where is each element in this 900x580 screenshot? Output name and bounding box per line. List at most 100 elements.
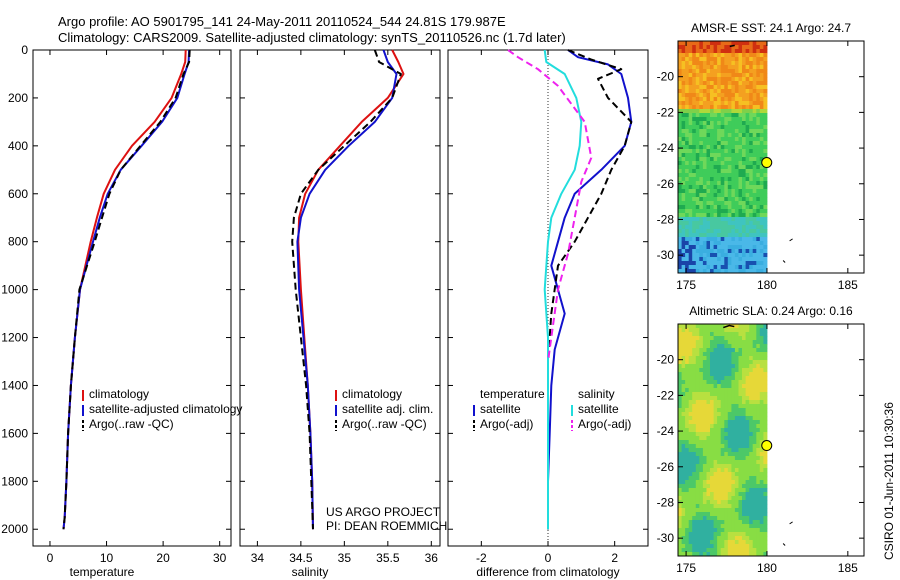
map-cell: [742, 157, 746, 162]
map-cell: [710, 233, 714, 238]
map-cell: [749, 45, 754, 50]
map-cell: [706, 45, 711, 50]
map-cell: [713, 205, 718, 210]
map-cell: [749, 412, 754, 417]
map-cell: [724, 145, 729, 150]
map-cell: [717, 81, 722, 86]
map-cell: [756, 492, 761, 497]
map-cell: [706, 484, 711, 489]
map-cell: [724, 356, 729, 361]
map-cell: [720, 113, 725, 118]
map-cell: [699, 516, 704, 521]
map-cell: [731, 528, 736, 533]
map-cell: [738, 468, 743, 473]
map-cell: [713, 265, 718, 270]
map-cell: [727, 492, 732, 497]
map-cell: [745, 360, 750, 365]
map-cell: [685, 165, 690, 170]
map-cell: [702, 257, 707, 262]
map-cell: [685, 141, 690, 146]
map-cell: [734, 137, 739, 142]
map-cell: [688, 65, 693, 70]
map-cell: [727, 149, 732, 154]
map-cell: [681, 416, 686, 421]
map-cell: [734, 388, 739, 393]
map-cell: [738, 189, 743, 194]
map-cell: [713, 492, 718, 497]
map-cell: [713, 81, 718, 86]
x-tick-label: 0: [545, 551, 552, 565]
map-cell: [695, 53, 700, 58]
map-cell: [742, 420, 746, 425]
map-cell: [692, 81, 697, 86]
series-line: [62, 49, 191, 530]
map-cell: [745, 460, 750, 465]
map-cell: [702, 416, 707, 421]
map-cell: [727, 97, 732, 102]
map-cell: [759, 181, 764, 186]
map-cell: [699, 253, 704, 258]
map-cell: [724, 133, 729, 138]
map-cell: [752, 65, 757, 70]
map-cell: [695, 532, 700, 537]
map-cell: [681, 49, 686, 54]
map-cell: [763, 408, 768, 413]
map-cell: [724, 117, 729, 122]
map-cell: [717, 141, 722, 146]
map-cell: [695, 488, 700, 493]
map-cell: [710, 516, 714, 521]
map-cell: [699, 113, 704, 118]
map-cell: [731, 97, 736, 102]
map-cell: [688, 552, 693, 557]
map-cell: [756, 161, 761, 166]
map-cell: [752, 512, 757, 517]
map-cell: [734, 460, 739, 465]
map-cell: [749, 109, 754, 114]
map-cell: [685, 516, 690, 521]
map-cell: [692, 368, 697, 373]
map-cell: [678, 161, 682, 166]
map-cell: [731, 456, 736, 461]
map-cell: [749, 217, 754, 222]
map-cell: [752, 193, 757, 198]
map-cell: [720, 336, 725, 341]
legend-label: satellite: [578, 402, 619, 416]
map-cell: [724, 332, 729, 337]
map-cell: [717, 121, 722, 126]
map-cell: [685, 177, 690, 182]
map-cell: [727, 253, 732, 258]
map-cell: [706, 77, 711, 82]
plot-frame: [32, 49, 232, 547]
map-cell: [713, 532, 718, 537]
map-cell: [738, 428, 743, 433]
map-cell: [756, 249, 761, 254]
map-cell: [699, 328, 704, 333]
map-cell: [727, 157, 732, 162]
map-cell: [702, 61, 707, 66]
map-cell: [724, 53, 729, 58]
map-cell: [717, 376, 722, 381]
map-cell: [706, 508, 711, 513]
map-cell: [706, 225, 711, 230]
map-cell: [710, 532, 714, 537]
map-cell: [710, 436, 714, 441]
map-cell: [738, 400, 743, 405]
map-cell: [742, 432, 746, 437]
map-cell: [724, 81, 729, 86]
map-cell: [710, 476, 714, 481]
map-cell: [678, 340, 682, 345]
map-cell: [678, 233, 682, 238]
map-cell: [724, 41, 729, 46]
map-cell: [745, 225, 750, 230]
map-cell: [738, 436, 743, 441]
map-cell: [742, 416, 746, 421]
map-cell: [763, 101, 768, 106]
map-cell: [706, 384, 711, 389]
map-cell: [717, 324, 722, 329]
map-cell: [727, 141, 732, 146]
map-cell: [713, 157, 718, 162]
map-cell: [745, 344, 750, 349]
map-cell: [713, 101, 718, 106]
map-cell: [695, 65, 700, 70]
map-cell: [752, 121, 757, 126]
